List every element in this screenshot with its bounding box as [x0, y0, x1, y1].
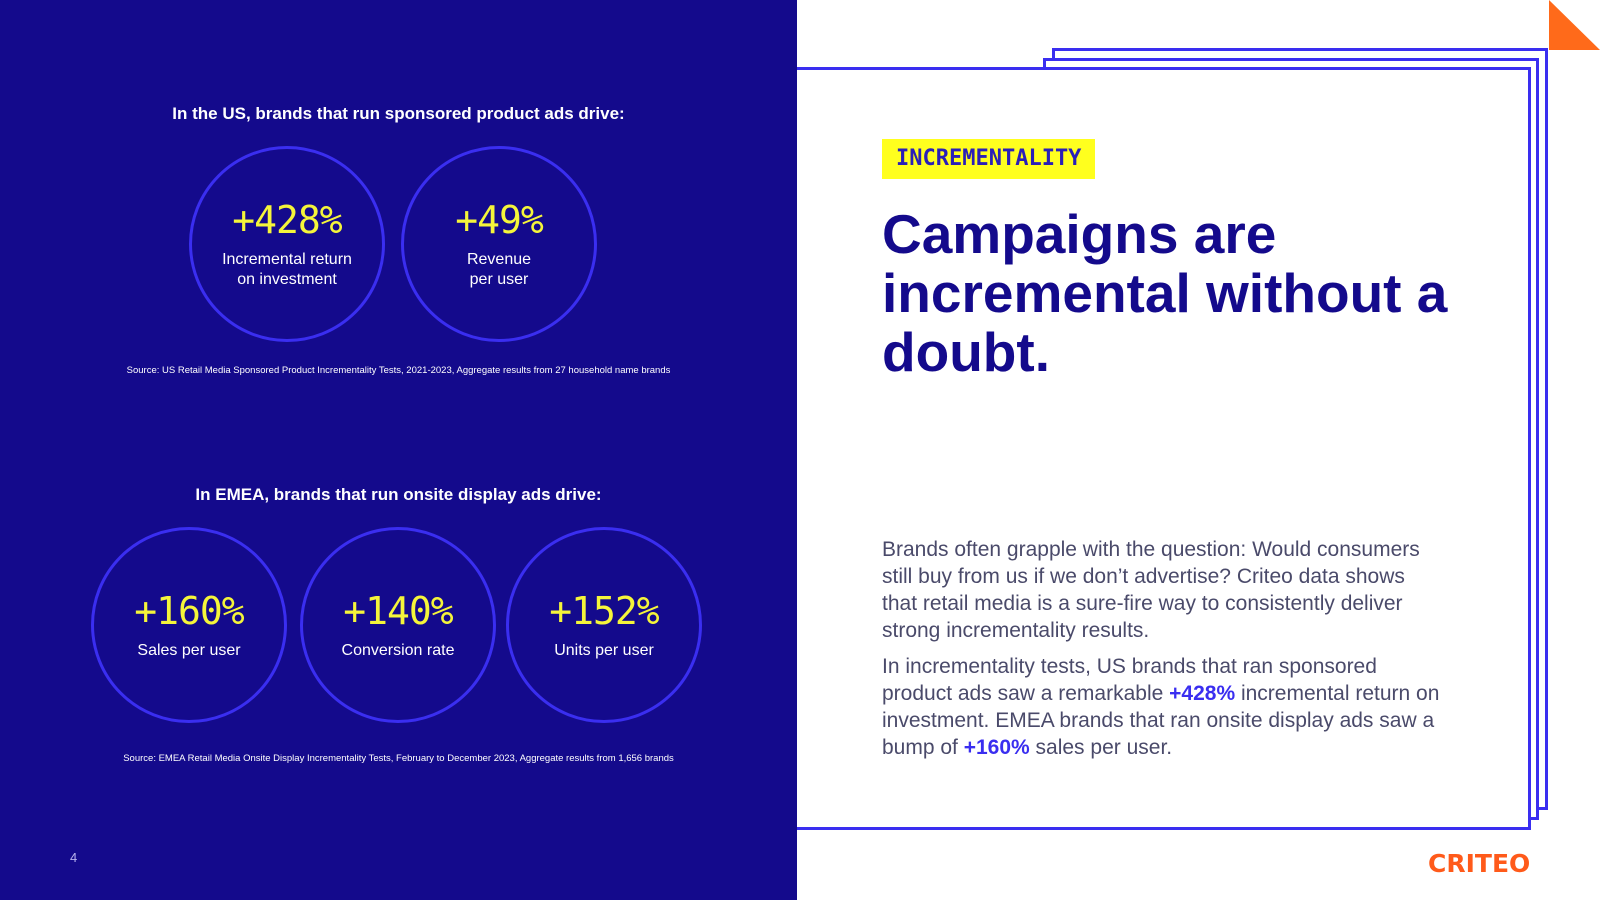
stat-circle-sales-per-user: +160% Sales per user [91, 527, 287, 723]
stat-value: +428% [232, 198, 342, 242]
stat-value: +152% [549, 589, 659, 633]
stats-panel: In the US, brands that run sponsored pro… [0, 0, 797, 900]
stat-value: +49% [455, 198, 544, 242]
page-number: 4 [70, 850, 78, 865]
stat-label: Conversion rate [341, 642, 455, 659]
stat-label: Units per user [554, 642, 654, 659]
highlight-stat: +160% [963, 736, 1030, 759]
us-source-note: Source: US Retail Media Sponsored Produc… [126, 365, 671, 376]
criteo-logo: CRITEO [1428, 849, 1531, 878]
corner-triangle-decoration [1549, 0, 1600, 50]
stat-circle-conversion-rate: +140% Conversion rate [300, 527, 496, 723]
stat-circle-incremental-roi: +428% Incremental return on investment [189, 146, 385, 342]
stat-circle-units-per-user: +152% Units per user [506, 527, 702, 723]
page-title: Campaigns are incremental without a doub… [882, 203, 1448, 383]
stat-value: +160% [134, 589, 244, 633]
stat-label: Revenue per user [466, 251, 532, 288]
paragraph-text: In incrementality tests, US brands that … [882, 655, 1377, 705]
emea-stats-heading: In EMEA, brands that run onsite display … [195, 485, 602, 504]
us-stats-heading: In the US, brands that run sponsored pro… [172, 104, 625, 123]
stat-circle-revenue-per-user: +49% Revenue per user [401, 146, 597, 342]
stat-value: +140% [343, 589, 453, 633]
section-tag: INCREMENTALITY [882, 139, 1096, 179]
content-card [797, 67, 1531, 830]
stat-label: Incremental return on investment [222, 251, 352, 288]
body-paragraph-1: Brands often grapple with the question: … [882, 538, 1420, 642]
stat-label: Sales per user [137, 642, 241, 659]
paragraph-text: incremental return on investment. EMEA b… [882, 682, 1440, 759]
highlight-stat: +428% [1169, 682, 1236, 705]
emea-source-note: Source: EMEA Retail Media Onsite Display… [123, 753, 674, 764]
body-paragraph-2: In incrementality tests, US brands that … [882, 653, 1442, 761]
paragraph-text: sales per user. [1029, 736, 1173, 759]
